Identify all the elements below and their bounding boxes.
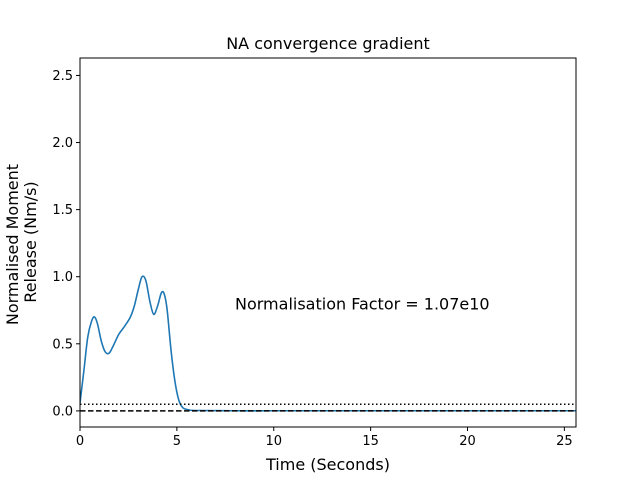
y-tick-label: 1.0 <box>52 270 73 285</box>
x-tick-label: 10 <box>265 434 282 449</box>
y-tick-label: 2.0 <box>52 136 73 151</box>
y-axis-title-line-2: Release (Nm/s) <box>21 181 40 302</box>
y-axis-title-line-1: Normalised Moment <box>3 164 22 325</box>
y-tick-label: 1.5 <box>52 203 73 218</box>
y-tick-label: 2.5 <box>52 69 73 84</box>
chart-title: NA convergence gradient <box>226 34 430 53</box>
x-tick-label: 5 <box>173 434 181 449</box>
y-axis-title: Normalised Moment Release (Nm/s) <box>3 159 40 325</box>
y-tick-label: 0.5 <box>52 337 73 352</box>
plot-frame <box>79 57 577 428</box>
x-axis-title: Time (Seconds) <box>265 455 390 474</box>
normalisation-annotation: Normalisation Factor = 1.07e10 <box>235 295 490 314</box>
y-tick-label: 0.0 <box>52 404 73 419</box>
x-tick-label: 20 <box>459 434 476 449</box>
x-tick-label: 0 <box>76 434 84 449</box>
x-tick-label: 15 <box>362 434 379 449</box>
x-tick-label: 25 <box>556 434 573 449</box>
